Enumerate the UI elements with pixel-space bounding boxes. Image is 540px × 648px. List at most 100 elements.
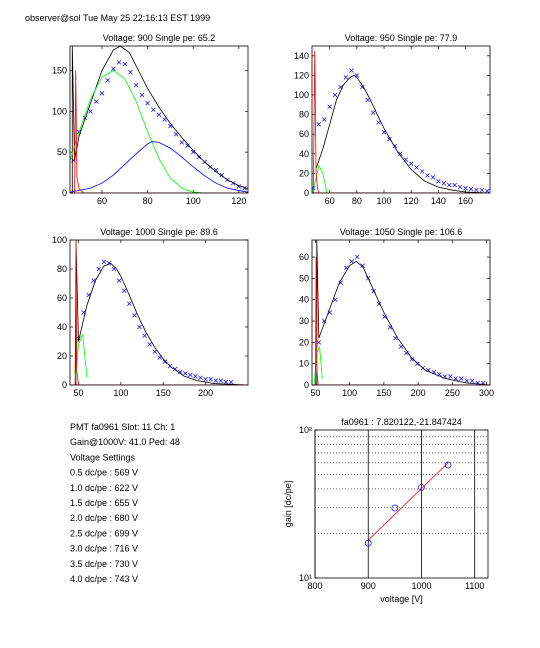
plot-area [312, 46, 490, 193]
data-point [415, 361, 420, 366]
x-axis-label: voltage [V] [380, 594, 423, 604]
data-point [343, 75, 349, 80]
y-tick-label: 50 [299, 273, 309, 283]
y-tick-label: 40 [299, 149, 309, 159]
x-tick-label: 300 [479, 388, 494, 398]
data-point [316, 340, 322, 345]
data-point [137, 324, 142, 330]
axes-box [69, 239, 249, 386]
data-point [408, 161, 414, 166]
data-point [457, 184, 463, 190]
x-tick-label: 50 [310, 388, 320, 398]
x-tick-label: 150 [376, 388, 391, 398]
x-tick-label: 80 [352, 196, 362, 206]
plot-content [312, 240, 490, 385]
data-point [474, 187, 479, 193]
data-point [332, 92, 338, 98]
data-point [162, 117, 167, 122]
x-tick-label: 60 [325, 196, 335, 206]
axes-box [311, 239, 491, 386]
fit-line [75, 240, 248, 385]
data-point [418, 483, 425, 491]
data-point [426, 367, 431, 373]
fit-line [312, 164, 328, 193]
data-point [162, 359, 168, 365]
y-tick-label: 150 [52, 66, 67, 76]
info-line: 2.5 dc/pe : 699 V [70, 528, 138, 538]
data-point [425, 173, 430, 178]
fit-line [70, 141, 248, 193]
data-point [464, 378, 469, 383]
data-point [193, 374, 198, 379]
x-tick-label: 100 [342, 388, 357, 398]
plot-content [312, 50, 490, 193]
y-tick-label: 10 [299, 359, 309, 369]
data-point [228, 379, 234, 385]
info-line: PMT fa0961 Slot: 11 Ch: 1 [70, 422, 175, 432]
x-tick-label: 150 [156, 388, 171, 398]
x-tick-label: 80 [143, 196, 153, 206]
data-point [132, 313, 137, 318]
data-point [208, 376, 213, 382]
data-point [196, 154, 202, 160]
data-point [188, 372, 193, 378]
x-tick-label: 100 [113, 388, 128, 398]
data-point [448, 374, 453, 379]
y-tick-label: 20 [299, 337, 309, 347]
y-tick-label: 10¹ [299, 573, 312, 583]
y-tick-label: 40 [299, 295, 309, 305]
data-point [354, 254, 360, 260]
data-point [404, 350, 409, 356]
data-point [101, 259, 107, 264]
data-point [213, 167, 219, 173]
data-point [360, 263, 365, 268]
data-point [370, 110, 376, 115]
fit-line [312, 257, 490, 385]
data-point [133, 82, 139, 88]
axes-box [69, 45, 249, 194]
y-tick-label: 100 [52, 106, 67, 116]
data-point [128, 69, 133, 75]
data-point [93, 99, 99, 104]
data-point [96, 266, 102, 272]
y-tick-label: 40 [57, 322, 67, 332]
x-tick-label: 1100 [465, 581, 484, 591]
data-point [198, 375, 203, 380]
data-point [446, 182, 452, 188]
info-line: 4.0 dc/pe : 743 V [70, 574, 138, 584]
data-point [127, 301, 132, 307]
x-tick-label: 100 [186, 196, 201, 206]
data-point [453, 376, 459, 381]
y-tick-label: 0 [304, 188, 309, 198]
y-tick-label: 80 [57, 264, 67, 274]
data-point [183, 371, 188, 376]
x-tick-label: 120 [231, 196, 246, 206]
data-point [321, 117, 327, 122]
x-tick-label: 1000 [411, 581, 431, 591]
data-point [156, 112, 162, 117]
data-point [469, 378, 475, 383]
fit-line [70, 70, 205, 193]
data-point [468, 186, 474, 192]
data-point [111, 66, 116, 72]
data-point [142, 333, 147, 338]
data-point [116, 60, 122, 65]
data-point [190, 149, 196, 155]
data-point [99, 91, 105, 96]
chart-title: Voltage: 950 Single pe: 77.9 [345, 33, 458, 43]
fit-line [71, 46, 248, 193]
x-tick-label: 60 [97, 196, 107, 206]
fit-line [70, 240, 248, 385]
data-point [349, 259, 354, 264]
x-tick-label: 50 [73, 388, 83, 398]
y-tick-label: 100 [52, 235, 67, 245]
data-point [444, 461, 452, 469]
y-tick-label: 80 [299, 110, 309, 120]
data-point [376, 120, 381, 125]
y-tick-label: 60 [57, 293, 67, 303]
header: observer@sol Tue May 25 22:16:13 EST 199… [25, 13, 210, 23]
y-tick-label: 120 [294, 70, 309, 80]
y-tick-label: 20 [299, 168, 309, 178]
y-tick-label: 0 [62, 188, 67, 198]
data-point [218, 378, 224, 383]
